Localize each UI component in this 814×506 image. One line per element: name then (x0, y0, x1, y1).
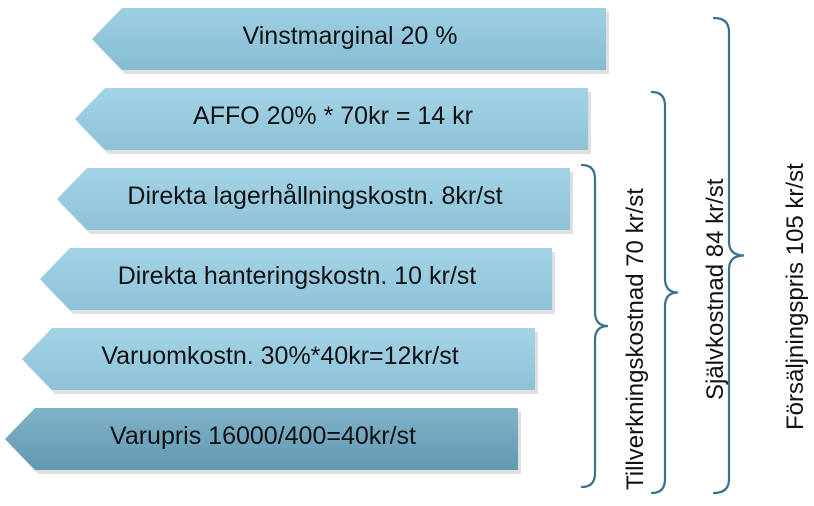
row-label-handling-cost: Direkta hanteringskostn. 10 kr/st (117, 262, 477, 290)
bracket-label-total-cost: Självkostnad 84 kr/st (702, 178, 729, 400)
row-label-profit-margin: Vinstmarginal 20 % (242, 22, 458, 50)
row-label-purchase-price: Varupris 16000/400=40kr/st (110, 422, 416, 450)
arrow-handling-cost (40, 248, 552, 310)
bracket-label-selling-price: Försäljningspris 105 kr/st (782, 163, 809, 430)
arrow-overhead-cost (22, 328, 535, 390)
row-label-affo: AFFO 20% * 70kr = 14 kr (193, 102, 473, 130)
bracket-total-cost (650, 90, 679, 495)
bracket-label-manufacturing-cost: Tillverkningskostnad 70 kr/st (622, 188, 649, 490)
arrow-affo (75, 88, 588, 150)
bracket-selling-price (712, 16, 745, 495)
arrow-profit-margin (92, 8, 606, 70)
bracket-manufacturing-cost (580, 163, 609, 489)
row-label-overhead-cost: Varuomkostn. 30%*40kr=12kr/st (101, 342, 459, 370)
row-label-storage-cost: Direkta lagerhållningskostn. 8kr/st (127, 182, 503, 210)
arrow-storage-cost (57, 168, 570, 230)
arrow-purchase-price (5, 408, 518, 470)
